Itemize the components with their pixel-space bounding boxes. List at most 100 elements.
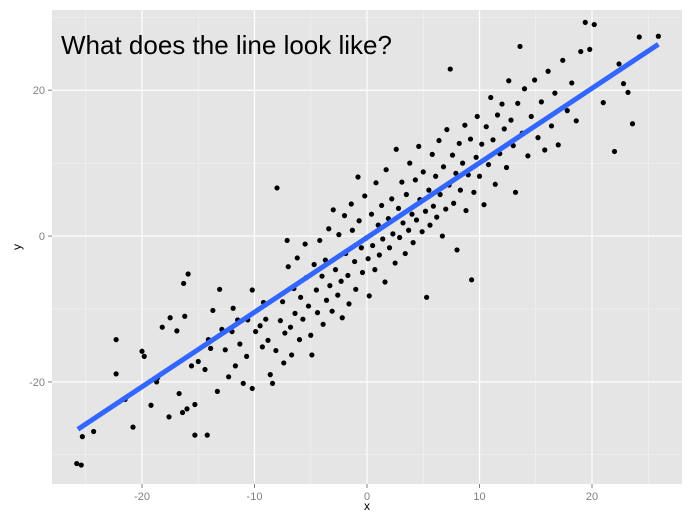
- data-point: [358, 245, 364, 251]
- data-point: [327, 283, 333, 289]
- data-point: [130, 424, 136, 430]
- data-point: [440, 164, 447, 170]
- data-point: [467, 136, 474, 142]
- data-point: [277, 318, 283, 324]
- data-point: [545, 68, 551, 74]
- data-point: [326, 226, 332, 232]
- data-point: [359, 269, 366, 276]
- data-point: [380, 236, 386, 242]
- data-point: [436, 137, 442, 144]
- data-point: [79, 434, 85, 440]
- data-point: [174, 328, 180, 334]
- y-tick-label: -20: [29, 377, 45, 389]
- data-point: [362, 193, 368, 199]
- data-point: [232, 363, 238, 369]
- data-point: [611, 148, 618, 155]
- x-tick-label: 0: [364, 491, 370, 503]
- data-point: [179, 409, 186, 416]
- data-point: [587, 46, 593, 52]
- data-point: [397, 234, 403, 241]
- data-point: [274, 185, 280, 191]
- data-point: [353, 286, 359, 292]
- data-point: [430, 203, 436, 209]
- data-point: [402, 250, 408, 257]
- data-point: [582, 19, 588, 25]
- data-point: [356, 218, 362, 224]
- data-point: [424, 294, 430, 300]
- data-point: [492, 181, 498, 187]
- data-point: [370, 242, 376, 249]
- data-point: [382, 279, 388, 285]
- data-point: [355, 174, 361, 180]
- data-point: [159, 324, 165, 330]
- data-point: [314, 310, 321, 316]
- data-point: [488, 94, 494, 101]
- data-point: [560, 57, 566, 63]
- data-point: [317, 237, 323, 244]
- data-point: [528, 113, 534, 120]
- axis-ticks: [48, 89, 593, 488]
- data-point: [471, 189, 477, 195]
- data-point: [296, 337, 303, 343]
- data-point: [525, 153, 531, 159]
- data-point: [636, 34, 642, 40]
- data-point: [202, 366, 208, 373]
- data-point: [346, 301, 352, 307]
- data-point: [564, 108, 570, 114]
- data-point: [413, 217, 420, 223]
- data-point: [555, 142, 561, 148]
- data-point: [249, 287, 255, 293]
- data-point: [490, 137, 496, 143]
- data-point: [176, 390, 182, 397]
- data-point: [532, 77, 538, 83]
- data-point: [620, 81, 627, 87]
- data-point: [287, 324, 294, 330]
- data-point: [214, 388, 220, 394]
- data-point: [192, 401, 198, 408]
- data-point: [91, 428, 97, 435]
- data-point: [349, 227, 355, 233]
- data-point: [449, 152, 456, 158]
- data-point: [427, 222, 433, 228]
- data-point: [265, 337, 271, 343]
- data-point: [263, 316, 269, 322]
- data-point: [257, 323, 263, 329]
- data-point: [538, 99, 544, 105]
- axis-tick-labels: -20 -10 0 10 20 -20 0 20: [29, 85, 598, 503]
- data-point: [406, 227, 412, 233]
- data-point: [148, 402, 154, 408]
- data-point: [517, 43, 523, 50]
- data-point: [462, 122, 468, 128]
- data-point: [259, 344, 265, 350]
- data-point: [481, 202, 487, 208]
- data-point: [600, 100, 606, 106]
- data-point: [439, 233, 445, 239]
- data-point: [188, 363, 195, 369]
- data-point: [305, 303, 312, 309]
- data-point: [217, 286, 223, 292]
- data-point: [253, 328, 259, 335]
- data-point: [390, 231, 396, 237]
- data-point: [352, 258, 358, 265]
- data-point: [244, 353, 250, 359]
- data-point: [208, 345, 214, 351]
- data-point: [409, 211, 415, 217]
- data-point: [345, 272, 351, 279]
- data-point: [625, 89, 631, 96]
- data-point: [655, 33, 661, 39]
- data-point: [335, 292, 341, 298]
- data-point: [139, 348, 145, 354]
- data-point: [269, 380, 276, 386]
- x-axis-label: x: [364, 499, 370, 512]
- data-point: [273, 347, 279, 354]
- data-point: [573, 118, 579, 124]
- data-point: [185, 271, 191, 277]
- data-point: [407, 160, 413, 166]
- data-point: [508, 117, 514, 123]
- data-point: [348, 201, 354, 207]
- data-point: [166, 414, 172, 420]
- data-point: [503, 164, 510, 171]
- data-point: [74, 460, 80, 467]
